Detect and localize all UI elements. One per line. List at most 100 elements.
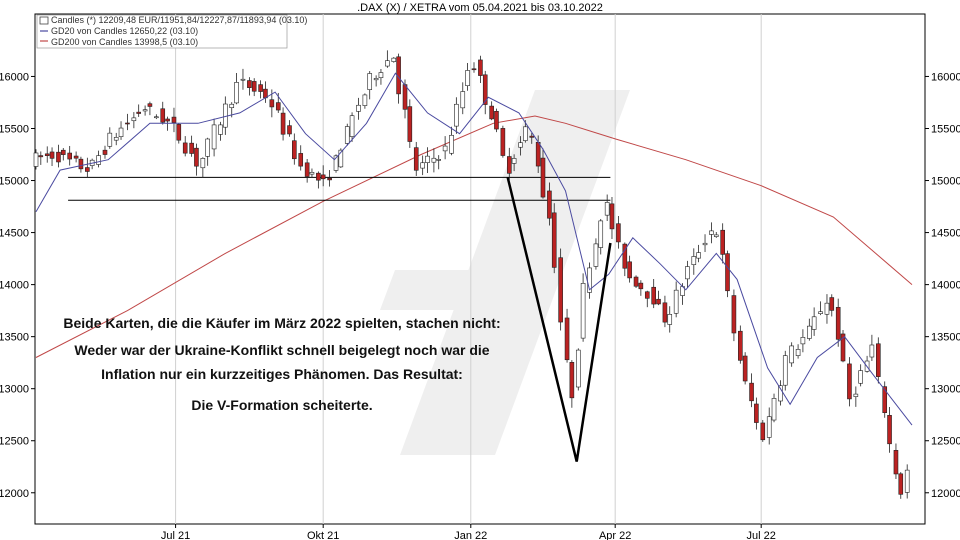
y-tick-label-left: 13500 (0, 332, 29, 344)
candle-down (320, 174, 326, 180)
candle-down (165, 118, 170, 122)
candle-down (754, 403, 759, 423)
candle-down (656, 298, 661, 305)
candle-up (800, 337, 806, 345)
candle-down (500, 128, 506, 156)
candle-down (720, 229, 725, 255)
y-axis-left: 12000 12500 13000 13500 14000 14500 15000 15500… (0, 71, 35, 500)
candle-up (807, 325, 812, 339)
candle-up (356, 104, 361, 112)
candle-down (482, 74, 488, 105)
candle-down (627, 261, 632, 279)
candle-down (402, 84, 408, 110)
candle-down (304, 162, 310, 177)
y-tick-label-right: 15500 (931, 123, 960, 135)
chart-title: .DAX (X) / XETRA vom 05.04.2021 bis 03.1… (357, 2, 603, 14)
annotation-text: Beide Karten, die die Käufer im März 202… (63, 315, 500, 413)
candle-up (234, 82, 239, 104)
candle-up (511, 158, 517, 164)
candle-up (771, 398, 777, 421)
candle-down (251, 81, 257, 92)
watermark-stroke (400, 90, 630, 455)
candle-down (829, 297, 835, 311)
candle-down (749, 382, 754, 402)
gd200-series (35, 115, 913, 358)
candle-up (96, 155, 101, 165)
x-tick-label: Apr 22 (599, 530, 631, 540)
candle-up (904, 469, 910, 493)
annotation-line-4: Die V-Formation scheiterte. (191, 397, 372, 413)
x-tick-label: Jan 22 (454, 530, 487, 540)
candle-up (811, 316, 817, 330)
y-tick-label-right: 13000 (931, 384, 960, 396)
candle-up (853, 393, 859, 397)
candle-up (604, 202, 610, 216)
candle-up (818, 311, 823, 314)
legend-gd200: GD200 von Candles 13998,5 (03.10) (51, 37, 198, 47)
candle-up (702, 242, 708, 246)
candle-down (506, 156, 512, 174)
candle-up (431, 157, 437, 163)
candle-up (713, 234, 719, 237)
candle-down (529, 135, 535, 138)
candle-down (535, 141, 541, 167)
candle-down (494, 111, 499, 130)
candle-down (44, 153, 50, 156)
candle-up (575, 349, 581, 388)
candle-down (760, 422, 766, 441)
candle-down (38, 155, 44, 158)
legend: Candles (*) 12209,48 EUR/11951,84/12227,… (36, 14, 307, 49)
candle-down (898, 473, 904, 495)
candle-down (742, 355, 748, 382)
candle-up (420, 162, 425, 169)
x-tick-label: Jul 21 (161, 530, 190, 540)
candle-up (362, 94, 368, 106)
candle-down (840, 333, 846, 362)
candle-up (598, 220, 604, 248)
candle-up (33, 152, 39, 167)
candle-down (651, 286, 656, 305)
candle-down (887, 415, 892, 445)
candle-up (385, 60, 390, 67)
candle-down (551, 212, 557, 268)
x-tick-label: Okt 21 (307, 530, 339, 540)
candle-down (638, 282, 644, 290)
candle-up (200, 158, 206, 169)
candle-down (662, 302, 668, 323)
candle-up (205, 138, 210, 157)
candle-up (523, 126, 528, 141)
candle-down (547, 190, 552, 219)
candle-up (240, 78, 246, 81)
candle-up (349, 115, 355, 137)
candle-down (893, 450, 899, 475)
gd20-series (35, 72, 913, 426)
candle-up (778, 385, 783, 402)
candle-down (125, 122, 130, 125)
candle-down (176, 124, 182, 141)
candle-up (795, 349, 801, 356)
candle-up (107, 132, 113, 147)
candle-up (229, 103, 235, 108)
support-lines (68, 176, 611, 201)
candle-up (593, 243, 599, 267)
candle-up (449, 134, 454, 154)
candle-down (633, 276, 639, 287)
candles-series (33, 50, 910, 499)
candle-down (407, 106, 413, 142)
candle-up (223, 103, 228, 128)
candle-down (147, 103, 153, 107)
candle-up (766, 416, 772, 438)
candle-down (67, 152, 72, 160)
candle-down (569, 362, 575, 399)
v-formation (506, 177, 612, 462)
candle-up (373, 78, 379, 81)
watermark-bar (380, 270, 480, 310)
candle-up (391, 57, 397, 62)
candle-down (189, 142, 194, 154)
v-formation-line (506, 177, 612, 462)
candle-down (160, 108, 166, 123)
candle-down (609, 203, 615, 230)
candle-up (309, 172, 315, 175)
candle-up (782, 355, 788, 386)
